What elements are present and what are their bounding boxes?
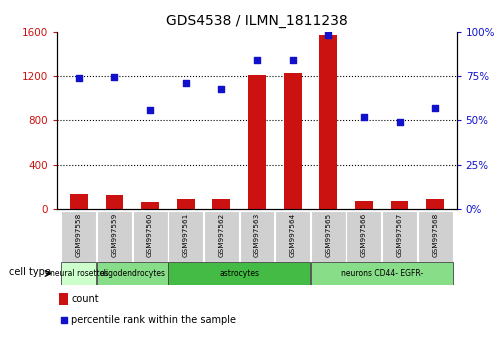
Bar bbox=[311, 211, 346, 262]
Bar bbox=[418, 211, 453, 262]
Bar bbox=[284, 73, 301, 209]
Point bbox=[360, 114, 368, 120]
Bar bbox=[70, 194, 88, 209]
Text: GSM997564: GSM997564 bbox=[289, 213, 295, 257]
Point bbox=[146, 107, 154, 113]
Bar bbox=[319, 35, 337, 209]
Bar bbox=[213, 199, 230, 209]
Bar bbox=[59, 293, 68, 304]
Bar bbox=[97, 211, 132, 262]
Point bbox=[60, 317, 68, 323]
Bar bbox=[275, 211, 310, 262]
Bar bbox=[426, 199, 444, 209]
Bar bbox=[133, 211, 168, 262]
Text: oligodendrocytes: oligodendrocytes bbox=[99, 269, 165, 278]
Text: GSM997565: GSM997565 bbox=[325, 213, 331, 257]
Bar bbox=[346, 211, 381, 262]
Point bbox=[75, 75, 83, 81]
Text: astrocytes: astrocytes bbox=[219, 269, 259, 278]
Text: GSM997560: GSM997560 bbox=[147, 213, 153, 257]
Text: neurons CD44- EGFR-: neurons CD44- EGFR- bbox=[341, 269, 423, 278]
Text: cell type: cell type bbox=[8, 267, 50, 277]
Title: GDS4538 / ILMN_1811238: GDS4538 / ILMN_1811238 bbox=[166, 14, 348, 28]
Text: GSM997568: GSM997568 bbox=[432, 213, 438, 257]
Bar bbox=[248, 75, 266, 209]
Text: percentile rank within the sample: percentile rank within the sample bbox=[71, 315, 237, 325]
Text: neural rosettes: neural rosettes bbox=[49, 269, 108, 278]
Text: GSM997566: GSM997566 bbox=[361, 213, 367, 257]
Bar bbox=[168, 211, 203, 262]
Text: GSM997563: GSM997563 bbox=[254, 213, 260, 257]
Bar bbox=[61, 262, 96, 285]
Bar bbox=[391, 201, 409, 209]
Point bbox=[431, 105, 439, 111]
Bar bbox=[141, 202, 159, 209]
Point bbox=[324, 33, 332, 38]
Bar bbox=[204, 211, 239, 262]
Text: GSM997561: GSM997561 bbox=[183, 213, 189, 257]
Bar bbox=[61, 211, 96, 262]
Bar bbox=[355, 201, 373, 209]
Text: GSM997562: GSM997562 bbox=[219, 213, 225, 257]
Bar bbox=[240, 211, 274, 262]
Text: count: count bbox=[71, 293, 99, 304]
Bar bbox=[311, 262, 453, 285]
Bar bbox=[382, 211, 417, 262]
Point bbox=[218, 86, 226, 91]
Bar bbox=[97, 262, 168, 285]
Point bbox=[396, 119, 404, 125]
Text: GSM997558: GSM997558 bbox=[76, 213, 82, 257]
Bar bbox=[177, 199, 195, 209]
Text: GSM997559: GSM997559 bbox=[111, 213, 117, 257]
Bar bbox=[105, 195, 123, 209]
Point bbox=[253, 57, 261, 63]
Point bbox=[288, 57, 296, 63]
Point bbox=[110, 74, 118, 80]
Point bbox=[182, 80, 190, 86]
Bar bbox=[168, 262, 310, 285]
Text: GSM997567: GSM997567 bbox=[397, 213, 403, 257]
